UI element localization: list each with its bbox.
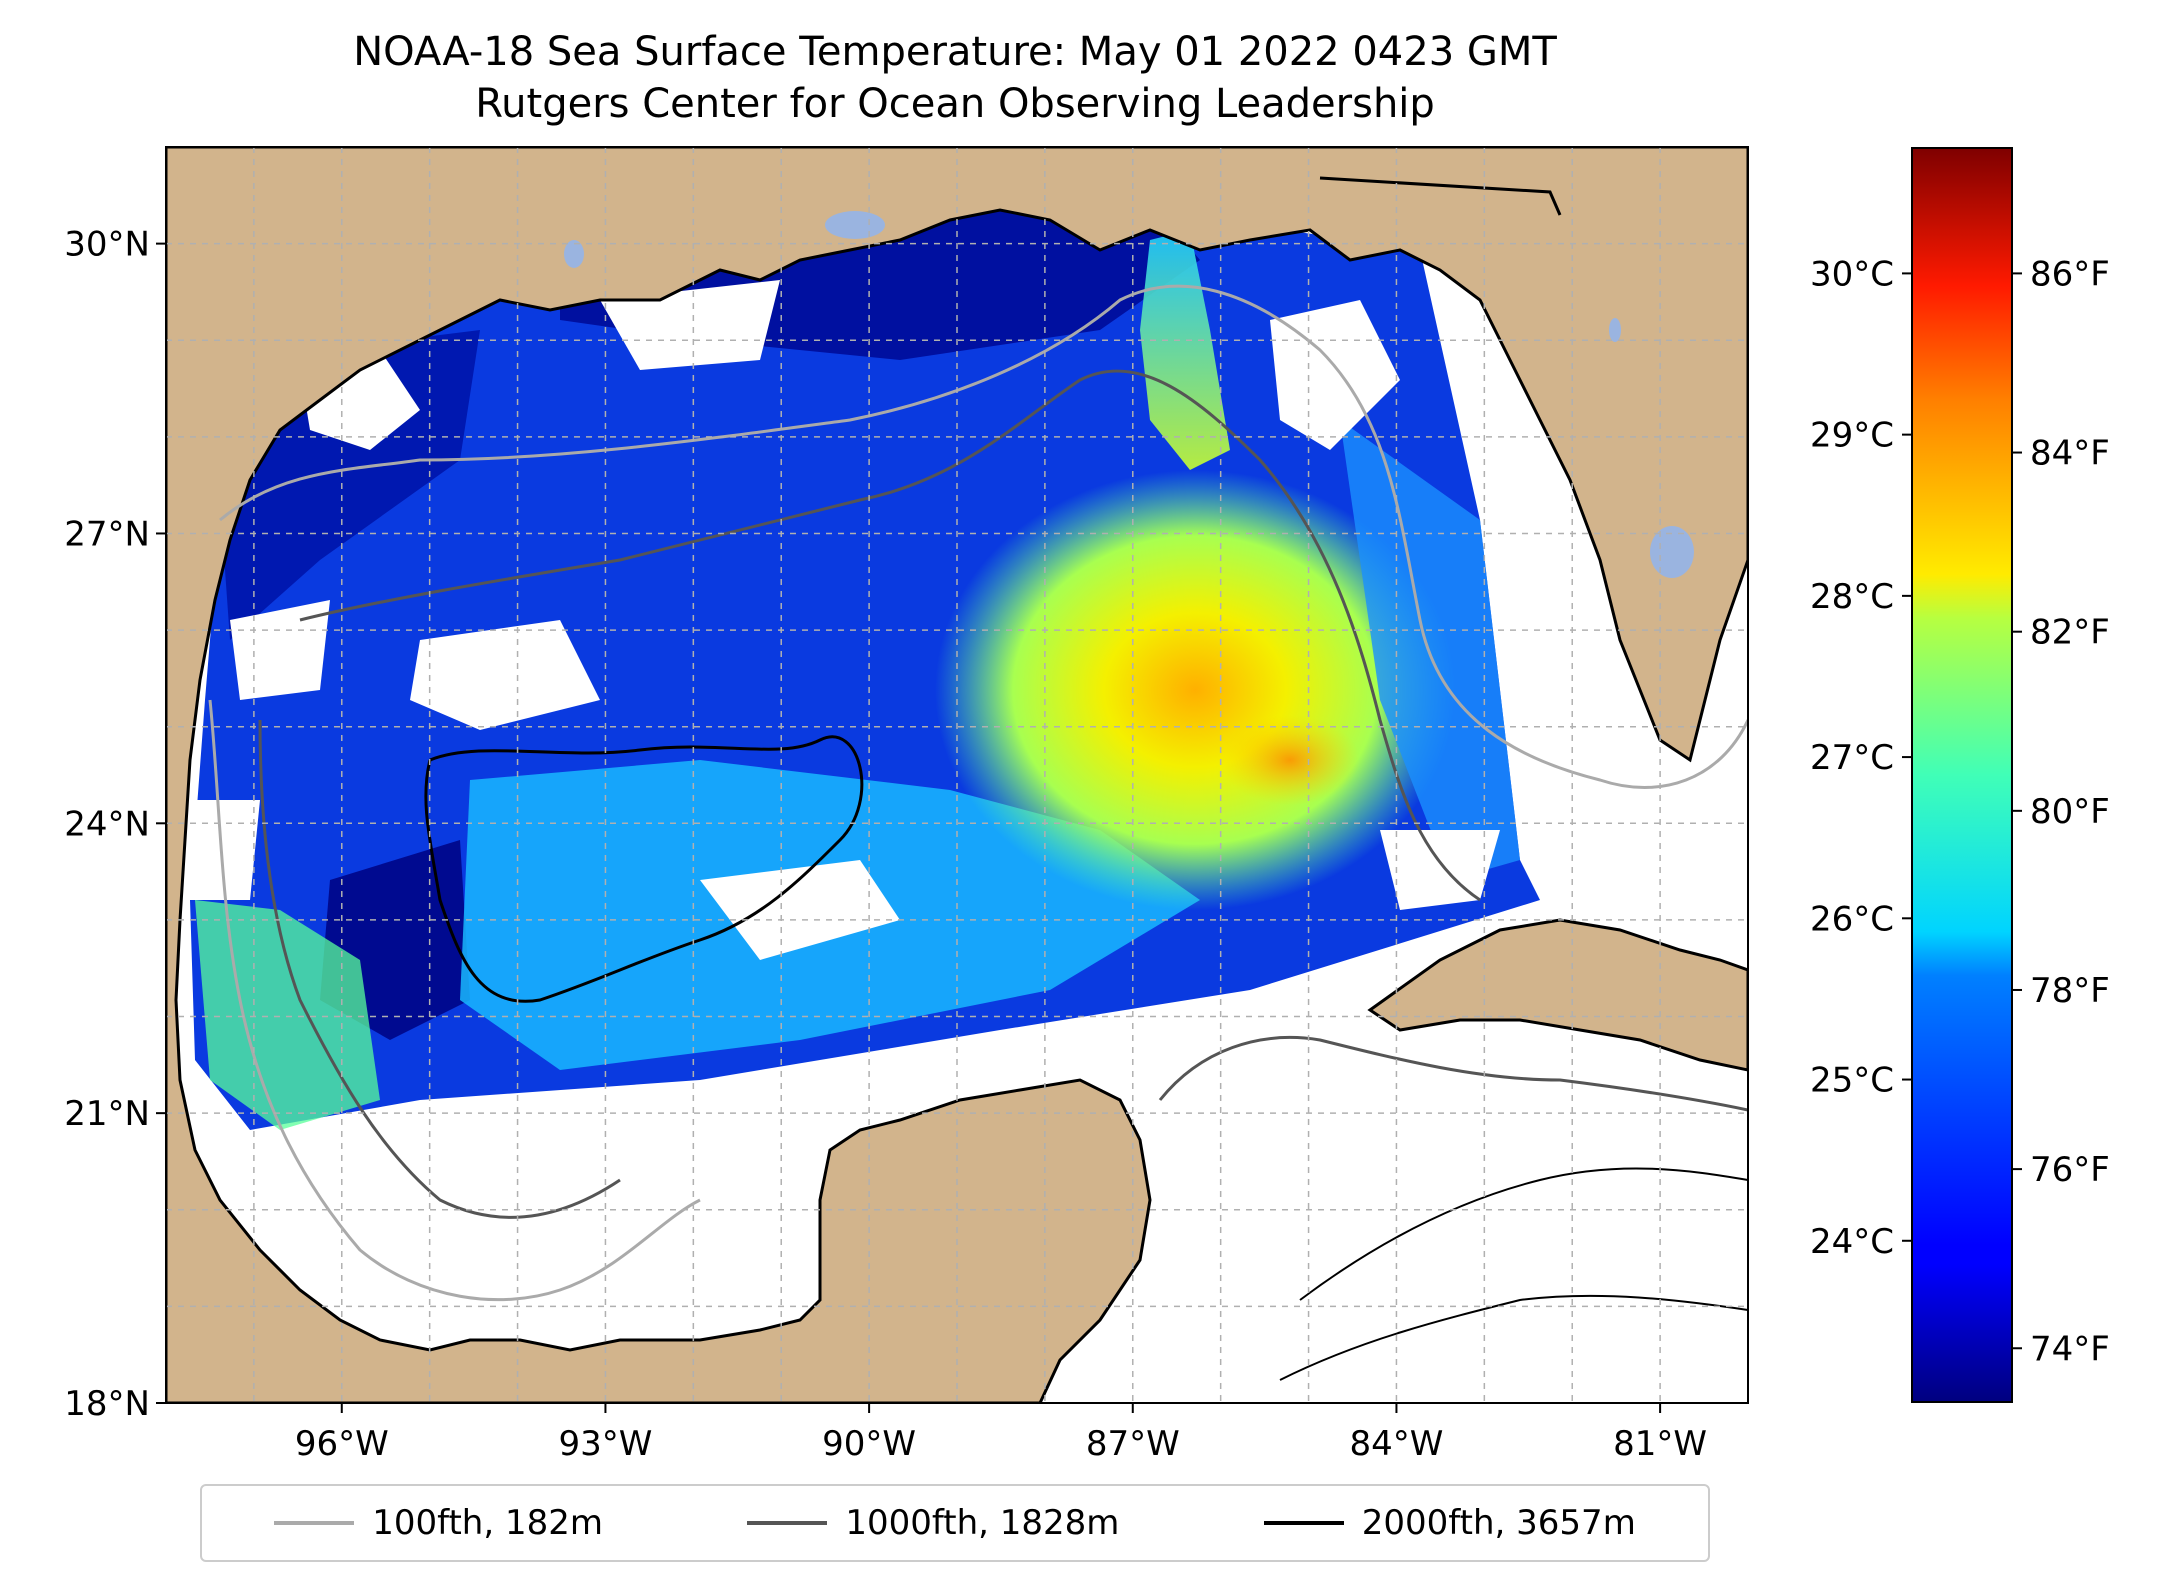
map-plot-area [166, 147, 1748, 1403]
lat-tick-label: 27°N [64, 514, 150, 554]
lake-small-1 [564, 240, 584, 268]
lat-tick-label: 24°N [64, 804, 150, 844]
land-cuba [1367, 918, 1748, 1072]
sst-sw-green [195, 900, 380, 1130]
colorbar-celsius-axis: 24°C 25°C 26°C 27°C 28°C 29°C 30°C [1810, 254, 1912, 1262]
legend-item-1000fth: 1000fth, 1828m [747, 1503, 1119, 1543]
legend-label-100fth: 100fth, 182m [372, 1503, 603, 1543]
lat-tick-label: 21°N [64, 1094, 150, 1134]
contour-cuba-channel [1158, 1036, 1748, 1112]
celsius-tick-label: 24°C [1810, 1222, 1894, 1262]
cloud-gap-north [600, 280, 780, 370]
graticule [166, 147, 1748, 1403]
lon-tick-label: 90°W [822, 1424, 916, 1464]
colorbar [1911, 147, 2013, 1403]
legend-swatch-1000fth [747, 1521, 828, 1525]
bathymetry [208, 284, 1748, 1381]
cloud-gaps [190, 280, 1500, 960]
legend-label-2000fth: 2000fth, 3657m [1361, 1503, 1636, 1543]
lon-tick-label: 81°W [1613, 1424, 1707, 1464]
contour-100fth [219, 284, 1748, 789]
fahrenheit-tick-label: 82°F [2030, 613, 2110, 653]
fahrenheit-tick-label: 76°F [2030, 1150, 2110, 1190]
sst-se-edge [1340, 420, 1520, 880]
legend-label-1000fth: 1000fth, 1828m [845, 1503, 1120, 1543]
celsius-tick-label: 27°C [1810, 738, 1894, 778]
lon-tick-label: 96°W [295, 1424, 389, 1464]
map-frame [165, 146, 1749, 1404]
lake-okeechobee [1650, 526, 1694, 578]
colorbar-fahrenheit-axis: 74°F 76°F 78°F 80°F 82°F 84°F 86°F [2012, 254, 2110, 1369]
depth-legend: 100fth, 182m 1000fth, 1828m 2000fth, 365… [200, 1484, 1710, 1562]
lake-small-2 [1609, 318, 1621, 342]
celsius-tick-label: 25°C [1810, 1061, 1894, 1101]
contour-2000fth [424, 735, 864, 1003]
land-us-gulf-coast [166, 147, 1748, 1403]
lon-tick-label: 93°W [558, 1424, 652, 1464]
lon-tick-label: 84°W [1349, 1424, 1443, 1464]
lake-pontchartrain [825, 211, 885, 239]
legend-item-100fth: 100fth, 182m [274, 1503, 603, 1543]
state-border [1319, 176, 1562, 216]
fahrenheit-tick-label: 84°F [2030, 434, 2110, 474]
fahrenheit-tick-label: 78°F [2030, 971, 2110, 1011]
contour-100fth-west [208, 699, 701, 1302]
lakes [564, 211, 1694, 578]
fahrenheit-tick-label: 86°F [2030, 254, 2110, 294]
lon-tick-label: 87°W [1086, 1424, 1180, 1464]
lat-tick-label: 30°N [64, 225, 150, 265]
contour-1000fth-west [258, 719, 621, 1219]
cloud-gap-west [230, 600, 330, 700]
celsius-tick-label: 29°C [1810, 416, 1894, 456]
lat-tick-label: 18°N [64, 1384, 150, 1424]
map-subtitle: Rutgers Center for Ocean Observing Leade… [475, 81, 1435, 127]
celsius-tick-label: 30°C [1810, 254, 1894, 294]
fahrenheit-tick-label: 74°F [2030, 1329, 2110, 1369]
sst-north-plume [1140, 230, 1230, 470]
legend-swatch-2000fth [1263, 1521, 1344, 1525]
legend-swatch-100fth [274, 1521, 355, 1525]
legend-item-2000fth: 2000fth, 3657m [1263, 1503, 1636, 1543]
sst-warm-eddy [935, 470, 1455, 910]
map-title: NOAA-18 Sea Surface Temperature: May 01 … [353, 29, 1557, 75]
land [166, 147, 1748, 1403]
celsius-tick-label: 26°C [1810, 899, 1894, 939]
cloud-gap-sw [190, 800, 260, 900]
cloud-gap-central [410, 620, 600, 730]
celsius-tick-label: 28°C [1810, 577, 1894, 617]
cloud-gap-south [700, 860, 900, 960]
contour-1000fth [299, 369, 1481, 902]
cloud-gap-se [1380, 830, 1500, 910]
contour-caribbean [1279, 1167, 1748, 1381]
sst-loop-core [1220, 715, 1360, 805]
fahrenheit-tick-label: 80°F [2030, 792, 2110, 832]
latitude-axis: 18°N 21°N 24°N 27°N 30°N [64, 225, 166, 1424]
longitude-axis: 96°W 93°W 90°W 87°W 84°W 81°W [295, 1403, 1707, 1464]
